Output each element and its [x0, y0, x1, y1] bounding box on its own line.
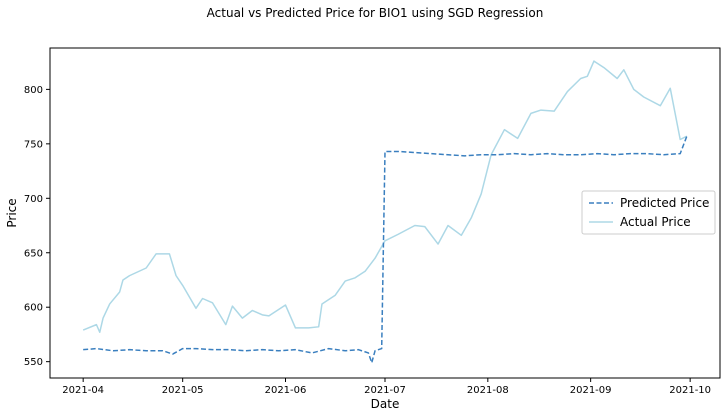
x-tick-label: 2021-10	[669, 385, 711, 396]
y-tick-label: 600	[24, 303, 43, 314]
y-tick-label: 550	[24, 357, 43, 368]
x-tick-label: 2021-09	[570, 385, 612, 396]
y-tick-label: 750	[24, 139, 43, 150]
x-tick-label: 2021-08	[467, 385, 509, 396]
y-tick-label: 700	[24, 194, 43, 205]
legend-label-actual: Actual Price	[620, 215, 691, 229]
x-axis: 2021-04 2021-05 2021-06 2021-07 2021-08 2021-…	[62, 378, 711, 396]
x-tick-label: 2021-05	[162, 385, 204, 396]
x-axis-title: Date	[371, 397, 400, 411]
legend: Predicted Price Actual Price	[581, 190, 716, 235]
x-tick-label: 2021-06	[265, 385, 307, 396]
y-axis-title: Price	[5, 198, 19, 227]
series-line-predicted	[83, 135, 688, 364]
legend-label-predicted: Predicted Price	[620, 196, 709, 210]
chart-title: Actual vs Predicted Price for BIO1 using…	[207, 6, 544, 20]
y-tick-label: 800	[24, 85, 43, 96]
series-layer	[82, 60, 688, 364]
legend-frame	[581, 190, 716, 235]
x-tick-label: 2021-07	[364, 385, 406, 396]
series-line-actual	[82, 60, 688, 334]
y-tick-label: 650	[24, 248, 43, 259]
y-axis: 550 600 650 700 750 800	[24, 85, 50, 368]
x-tick-label: 2021-04	[62, 385, 104, 396]
